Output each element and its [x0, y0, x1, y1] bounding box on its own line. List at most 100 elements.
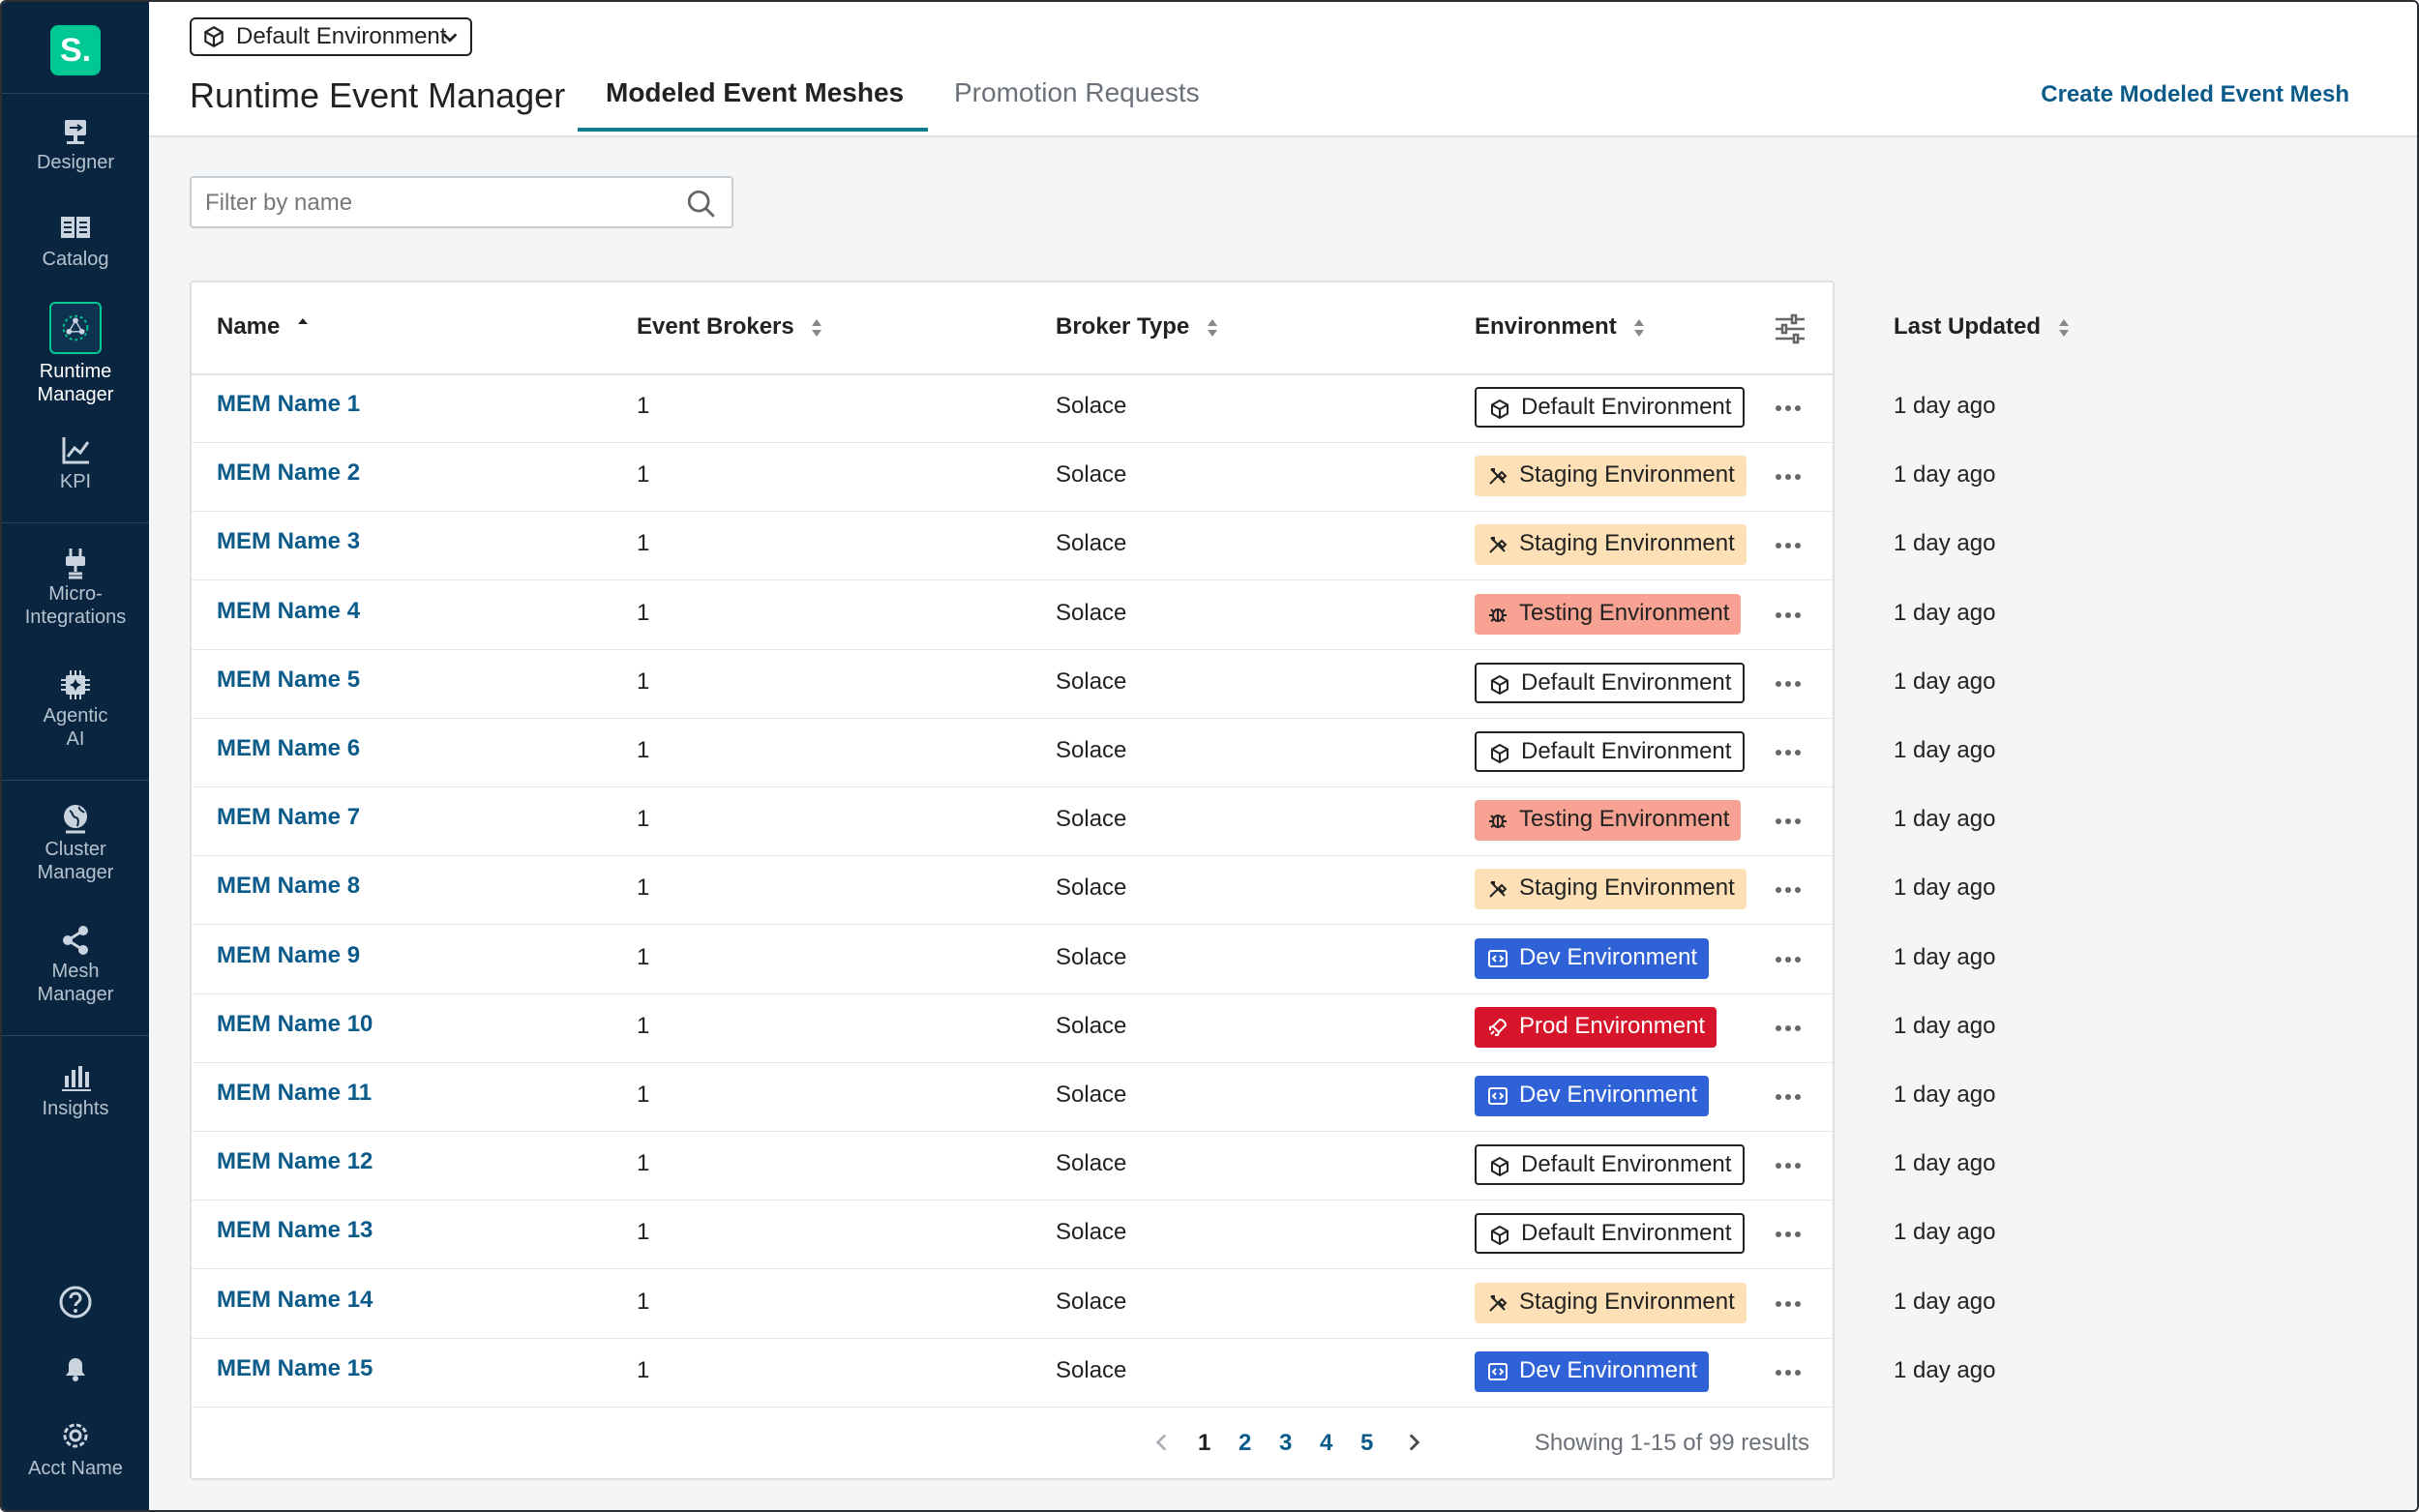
sidebar-item-micro-integrations[interactable]: Micro-Integrations — [2, 544, 149, 629]
mem-name-link[interactable]: MEM Name 6 — [217, 735, 361, 761]
sidebar-item-catalog[interactable]: Catalog — [2, 209, 149, 271]
more-actions-icon[interactable] — [1773, 946, 1804, 973]
more-actions-icon[interactable] — [1773, 1290, 1804, 1318]
chevron-right-icon[interactable] — [1401, 1430, 1426, 1455]
mem-name-link[interactable]: MEM Name 9 — [217, 941, 361, 968]
event-brokers-value: 1 — [637, 599, 650, 626]
mem-name-link[interactable]: MEM Name 15 — [217, 1354, 373, 1381]
more-actions-icon[interactable] — [1773, 739, 1804, 766]
more-actions-icon[interactable] — [1773, 532, 1804, 559]
table-row[interactable]: MEM Name 15 1 Solace Dev Environment 1 day a… — [192, 1338, 1995, 1408]
mem-name-link[interactable]: MEM Name 12 — [217, 1148, 373, 1175]
environment-badge-label: Staging Environment — [1519, 530, 1735, 557]
column-header-last-updated[interactable]: Last Updated — [1894, 313, 2071, 341]
page-5-button[interactable]: 5 — [1360, 1430, 1374, 1456]
help-button[interactable] — [2, 1283, 149, 1321]
table-row[interactable]: MEM Name 9 1 Solace Dev Environment 1 day ag… — [192, 925, 1995, 994]
page-2-button[interactable]: 2 — [1239, 1430, 1252, 1456]
sidebar-item-runtime-manager[interactable]: Runtime Manager — [2, 302, 149, 406]
table-row[interactable]: MEM Name 14 1 Solace Staging Environment 1 d… — [192, 1269, 1995, 1339]
table-row[interactable]: MEM Name 1 1 Solace Default Environment 1 da… — [192, 373, 1995, 443]
account-button[interactable]: Acct Name — [2, 1416, 149, 1480]
sidebar-item-designer[interactable]: Designer — [2, 112, 149, 174]
page-3-button[interactable]: 3 — [1279, 1430, 1293, 1456]
table-row[interactable]: MEM Name 8 1 Solace Staging Environment 1 da… — [192, 855, 1995, 926]
column-settings-icon[interactable] — [1773, 311, 1807, 346]
mem-name-link[interactable]: MEM Name 11 — [217, 1080, 373, 1106]
notifications-button[interactable] — [2, 1349, 149, 1387]
event-brokers-value: 1 — [637, 530, 650, 557]
create-modeled-event-mesh-link[interactable]: Create Modeled Event Mesh — [2041, 81, 2349, 107]
more-actions-icon[interactable] — [1773, 1015, 1804, 1042]
page-header: Default Environment Runtime Event Manage… — [149, 2, 2417, 137]
more-actions-icon[interactable] — [1773, 808, 1804, 835]
table-row[interactable]: MEM Name 7 1 Solace Testing Environment 1 da… — [192, 786, 1995, 857]
environment-badge: Staging Environment — [1475, 524, 1747, 566]
more-actions-icon[interactable] — [1773, 1221, 1804, 1248]
mem-name-link[interactable]: MEM Name 10 — [217, 1010, 373, 1037]
table-row[interactable]: MEM Name 10 1 Solace Prod Environment 1 day … — [192, 993, 1995, 1063]
last-updated-value: 1 day ago — [1894, 875, 1996, 902]
active-tab-indicator — [578, 128, 928, 132]
more-actions-icon[interactable] — [1773, 876, 1804, 904]
bug-icon — [1489, 815, 1507, 829]
more-actions-icon[interactable] — [1773, 463, 1804, 490]
more-actions-icon[interactable] — [1773, 670, 1804, 697]
column-header-environment[interactable]: Environment — [1475, 313, 1646, 341]
filter-by-name-input[interactable] — [203, 186, 662, 221]
last-updated-value: 1 day ago — [1894, 461, 1996, 489]
table-row[interactable]: MEM Name 6 1 Solace Default Environment 1 da… — [192, 718, 1995, 787]
tools-icon — [1489, 1294, 1508, 1312]
sidebar-divider — [2, 522, 149, 523]
environment-badge-label: Testing Environment — [1519, 806, 1730, 833]
sidebar-item-agentic-ai[interactable]: Agentic AI — [2, 666, 149, 751]
bell-icon — [2, 1349, 149, 1387]
table-row[interactable]: MEM Name 3 1 Solace Staging Environment 1 da… — [192, 511, 1995, 581]
search-icon[interactable] — [685, 188, 718, 221]
mem-name-link[interactable]: MEM Name 7 — [217, 804, 361, 831]
sidebar-divider — [2, 1035, 149, 1036]
more-actions-icon[interactable] — [1773, 1359, 1804, 1386]
mem-name-link[interactable]: MEM Name 4 — [217, 597, 361, 624]
table-row[interactable]: MEM Name 4 1 Solace Testing Environment 1 da… — [192, 580, 1995, 650]
more-actions-icon[interactable] — [1773, 1152, 1804, 1179]
mem-name-link[interactable]: MEM Name 8 — [217, 873, 361, 900]
event-brokers-value: 1 — [637, 1219, 650, 1246]
table-row[interactable]: MEM Name 5 1 Solace Default Environment 1 da… — [192, 649, 1995, 719]
more-actions-icon[interactable] — [1773, 1083, 1804, 1111]
mem-name-link[interactable]: MEM Name 2 — [217, 460, 361, 487]
mem-table: Name Event Brokers Broker Type Environme… — [190, 281, 2069, 1480]
environment-select[interactable]: Default Environment — [190, 17, 472, 56]
mem-name-link[interactable]: MEM Name 14 — [217, 1286, 373, 1313]
table-row[interactable]: MEM Name 13 1 Solace Default Environment 1 d… — [192, 1200, 1995, 1270]
environment-badge: Testing Environment — [1475, 593, 1742, 635]
environment-badge-label: Staging Environment — [1519, 1288, 1735, 1315]
column-header-label: Name — [217, 313, 281, 340]
table-row[interactable]: MEM Name 11 1 Solace Dev Environment 1 day a… — [192, 1062, 1995, 1132]
column-header-name[interactable]: Name — [217, 313, 310, 341]
mem-name-link[interactable]: MEM Name 1 — [217, 391, 361, 417]
more-actions-icon[interactable] — [1773, 602, 1804, 629]
tab-modeled-event-meshes[interactable]: Modeled Event Meshes — [606, 77, 905, 107]
sidebar-item-insights[interactable]: Insights — [2, 1058, 149, 1120]
table-row[interactable]: MEM Name 2 1 Solace Staging Environment 1 da… — [192, 442, 1995, 513]
event-brokers-value: 1 — [637, 806, 650, 833]
table-row[interactable]: MEM Name 12 1 Solace Default Environment 1 d… — [192, 1131, 1995, 1201]
mem-name-link[interactable]: MEM Name 13 — [217, 1217, 373, 1244]
sidebar-item-mesh-manager[interactable]: Mesh Manager — [2, 921, 149, 1006]
page-1-button[interactable]: 1 — [1198, 1430, 1211, 1456]
tab-promotion-requests[interactable]: Promotion Requests — [954, 77, 1200, 107]
event-brokers-value: 1 — [637, 1012, 650, 1039]
page-4-button[interactable]: 4 — [1320, 1430, 1333, 1456]
sidebar-item-cluster-manager[interactable]: Cluster Manager — [2, 799, 149, 884]
column-header-event-brokers[interactable]: Event Brokers — [637, 313, 823, 341]
sidebar-item-label: Insights — [42, 1098, 109, 1119]
mem-name-link[interactable]: MEM Name 5 — [217, 666, 361, 693]
mem-name-link[interactable]: MEM Name 3 — [217, 528, 361, 555]
column-header-broker-type[interactable]: Broker Type — [1056, 313, 1219, 341]
solace-logo[interactable]: S. — [50, 25, 101, 75]
last-updated-value: 1 day ago — [1894, 1356, 1996, 1383]
more-actions-icon[interactable] — [1773, 395, 1804, 422]
sidebar-item-kpi[interactable]: KPI — [2, 431, 149, 493]
chevron-left-icon[interactable] — [1150, 1430, 1175, 1455]
